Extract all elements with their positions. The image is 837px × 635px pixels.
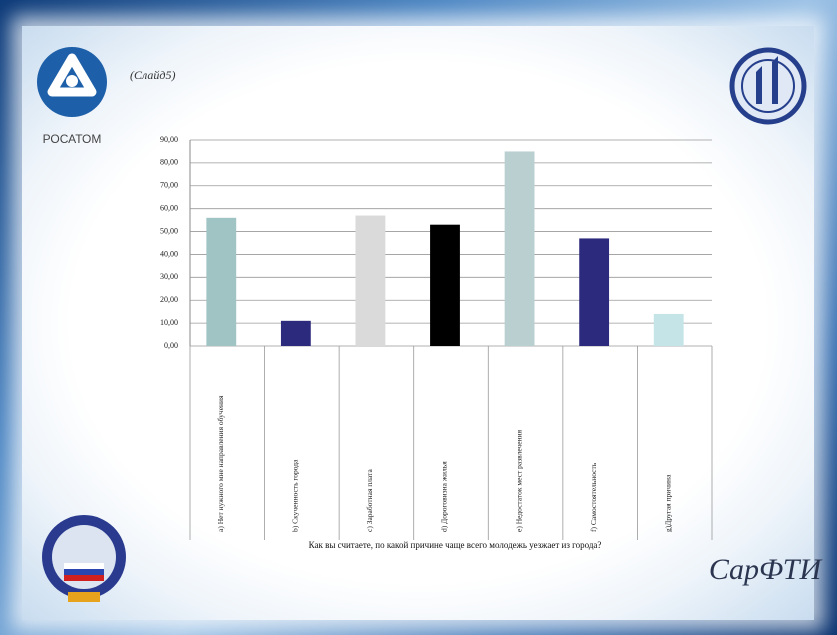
y-tick-label: 80,00: [160, 158, 178, 167]
y-tick-label: 30,00: [160, 272, 178, 281]
emblem-top-right: [729, 47, 807, 125]
x-tick-label: d) Дороговизна жилья: [440, 461, 449, 532]
x-axis-title: Как вы считаете, по какой причине чаще в…: [309, 540, 602, 550]
slide-label: (Слайд5): [130, 68, 175, 82]
bar: [579, 238, 610, 346]
y-tick-label: 50,00: [160, 226, 178, 235]
logo-text: РОСАТОМ: [43, 132, 102, 146]
emblem-bottom-left: [42, 515, 126, 602]
y-tick-label: 60,00: [160, 203, 178, 212]
x-tick-label: c) Заработная плата: [365, 468, 374, 532]
logo-text: СарФТИ: [709, 553, 824, 586]
bar: [280, 320, 311, 346]
rosatom-logo: [37, 47, 107, 117]
y-tick-label: 40,00: [160, 249, 178, 258]
y-tick-label: 90,00: [160, 135, 178, 144]
x-tick-label: e) Недостаток мест развлечения: [514, 429, 523, 532]
y-tick-label: 20,00: [160, 295, 178, 304]
bar: [355, 215, 386, 346]
bar: [653, 313, 684, 346]
x-tick-label: f) Самостоятельность: [589, 462, 598, 532]
bar: [430, 224, 460, 346]
y-tick-label: 70,00: [160, 181, 178, 190]
x-tick-label: g)Другая причина: [663, 474, 672, 532]
x-tick-label: b) Скученность города: [291, 459, 300, 532]
y-tick-label: 0,00: [164, 341, 178, 350]
bar: [206, 217, 237, 346]
y-tick-label: 10,00: [160, 318, 178, 327]
bar: [504, 151, 535, 346]
x-tick-label: a) Нет нужного мне направления обучения: [216, 395, 225, 532]
